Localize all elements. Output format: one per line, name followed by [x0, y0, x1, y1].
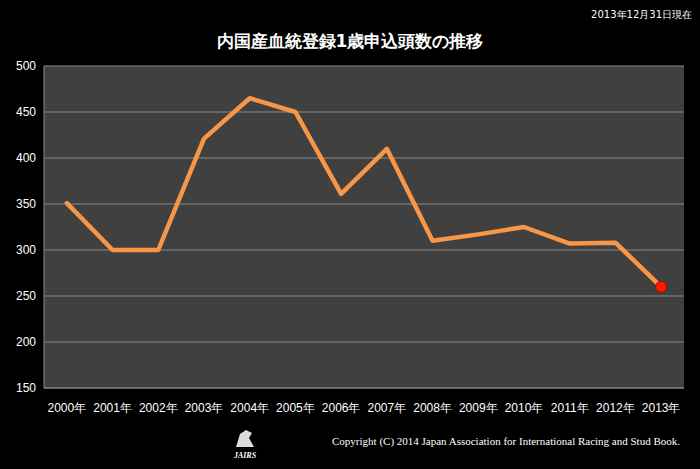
logo-mark [236, 430, 254, 447]
y-tick-label: 500 [16, 59, 36, 73]
x-tick-label: 2007年 [368, 401, 407, 415]
x-tick-label: 2005年 [276, 401, 315, 415]
y-tick-label: 350 [16, 197, 36, 211]
x-axis [44, 388, 684, 389]
point-marker [656, 281, 667, 292]
plot-area [44, 66, 684, 388]
logo-text: JAIRS [233, 451, 257, 460]
grid-line [44, 342, 684, 343]
grid-line [44, 296, 684, 297]
x-tick-label: 2011年 [551, 401, 589, 415]
grid-line [44, 112, 684, 113]
y-tick-label: 200 [16, 335, 36, 349]
grid-line [44, 388, 684, 389]
grid-line [44, 66, 684, 67]
x-tick-label: 2001年 [93, 401, 132, 415]
y-tick-label: 300 [16, 243, 36, 257]
x-tick-label: 2008年 [413, 401, 452, 415]
y-tick-label: 150 [16, 381, 36, 395]
x-tick-label: 2000年 [48, 401, 87, 415]
x-tick-label: 2009年 [459, 401, 498, 415]
grid-line [44, 158, 684, 159]
chart: 150 200 250 300 350 400 450 500 2000年 2001年 2002年 2… [0, 0, 700, 469]
y-tick-label: 400 [16, 151, 36, 165]
y-axis [44, 66, 45, 388]
x-tick-label: 2003年 [185, 401, 224, 415]
line [67, 98, 661, 287]
background [0, 0, 700, 469]
x-tick-label: 2006年 [322, 401, 361, 415]
x-tick-label: 2013年 [642, 401, 681, 415]
grid-line [44, 204, 684, 205]
title: 内国産血統登録1歳申込頭数の推移 [217, 31, 484, 51]
date-note: 2013年12月31日現在 [591, 9, 692, 20]
y-tick-label: 250 [16, 289, 36, 303]
y-tick-label: 450 [16, 105, 36, 119]
series-group [67, 98, 667, 292]
x-tick-label: 2010年 [505, 401, 544, 415]
x-tick-label: 2004年 [230, 401, 269, 415]
x-tick-label: 2012年 [596, 401, 635, 415]
copyright: Copyright (C) 2014 Japan Association for… [332, 435, 680, 448]
chart-root: 150 200 250 300 350 400 450 500 2000年 2001年 2002年 2… [0, 0, 700, 469]
x-tick-label: 2002年 [139, 401, 178, 415]
